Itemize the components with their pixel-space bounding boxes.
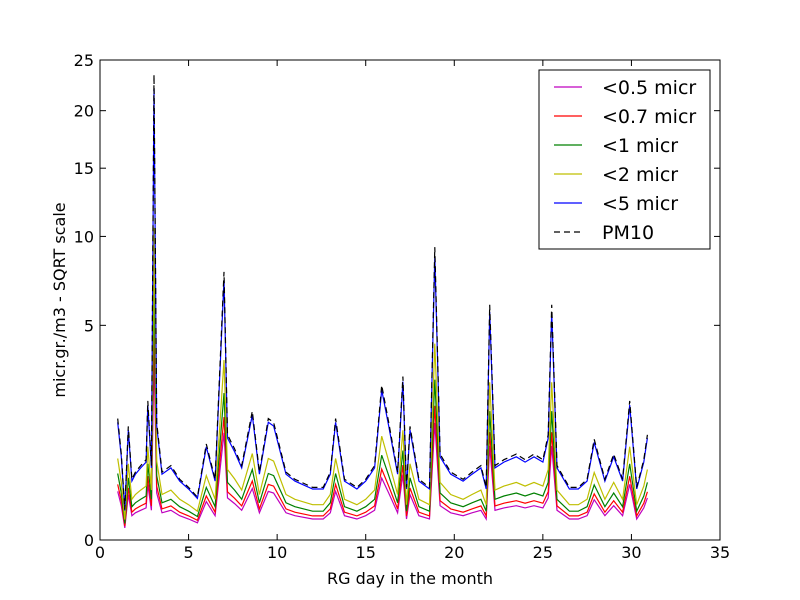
legend-label-2: <1 micr	[602, 135, 678, 157]
series-line-1	[117, 326, 648, 527]
y-tick-label-4: 20	[74, 102, 94, 121]
legend-label-4: <5 micr	[602, 193, 678, 215]
series-line-2	[117, 285, 648, 524]
x-tick-label-4: 20	[444, 543, 464, 562]
x-tick-label-0: 0	[95, 543, 105, 562]
series-line-5	[117, 74, 648, 510]
legend: <0.5 micr <0.7 micr <1 micr <2 micr <5 micr P…	[538, 69, 711, 250]
legend-box	[538, 69, 711, 250]
series-line-3	[117, 227, 648, 520]
plot-frame	[99, 59, 721, 541]
x-tick-label-2: 10	[267, 543, 287, 562]
legend-label-0: <0.5 micr	[602, 77, 696, 99]
y-tick-label-1: 5	[84, 316, 94, 335]
series-line-0	[117, 353, 648, 528]
series-layer	[117, 74, 648, 528]
ticks-layer: 0 5 10 15 20 25 30 35 0 5 10 15 20 25	[74, 51, 731, 562]
y-tick-label-5: 25	[74, 51, 94, 70]
y-tick-label-3: 15	[74, 159, 94, 178]
legend-label-5: PM10	[602, 222, 654, 244]
y-axis-label: micr.gr./m3 - SQRT scale	[50, 202, 69, 397]
legend-label-3: <2 micr	[602, 164, 678, 186]
x-tick-label-5: 25	[533, 543, 553, 562]
legend-label-1: <0.7 micr	[602, 106, 696, 128]
x-tick-label-6: 30	[621, 543, 641, 562]
x-tick-label-3: 15	[356, 543, 376, 562]
y-tick-label-0: 0	[84, 531, 94, 550]
y-tick-label-2: 10	[74, 227, 94, 246]
x-tick-label-7: 35	[710, 543, 730, 562]
x-axis-label: RG day in the month	[327, 569, 493, 588]
x-tick-label-1: 5	[183, 543, 193, 562]
